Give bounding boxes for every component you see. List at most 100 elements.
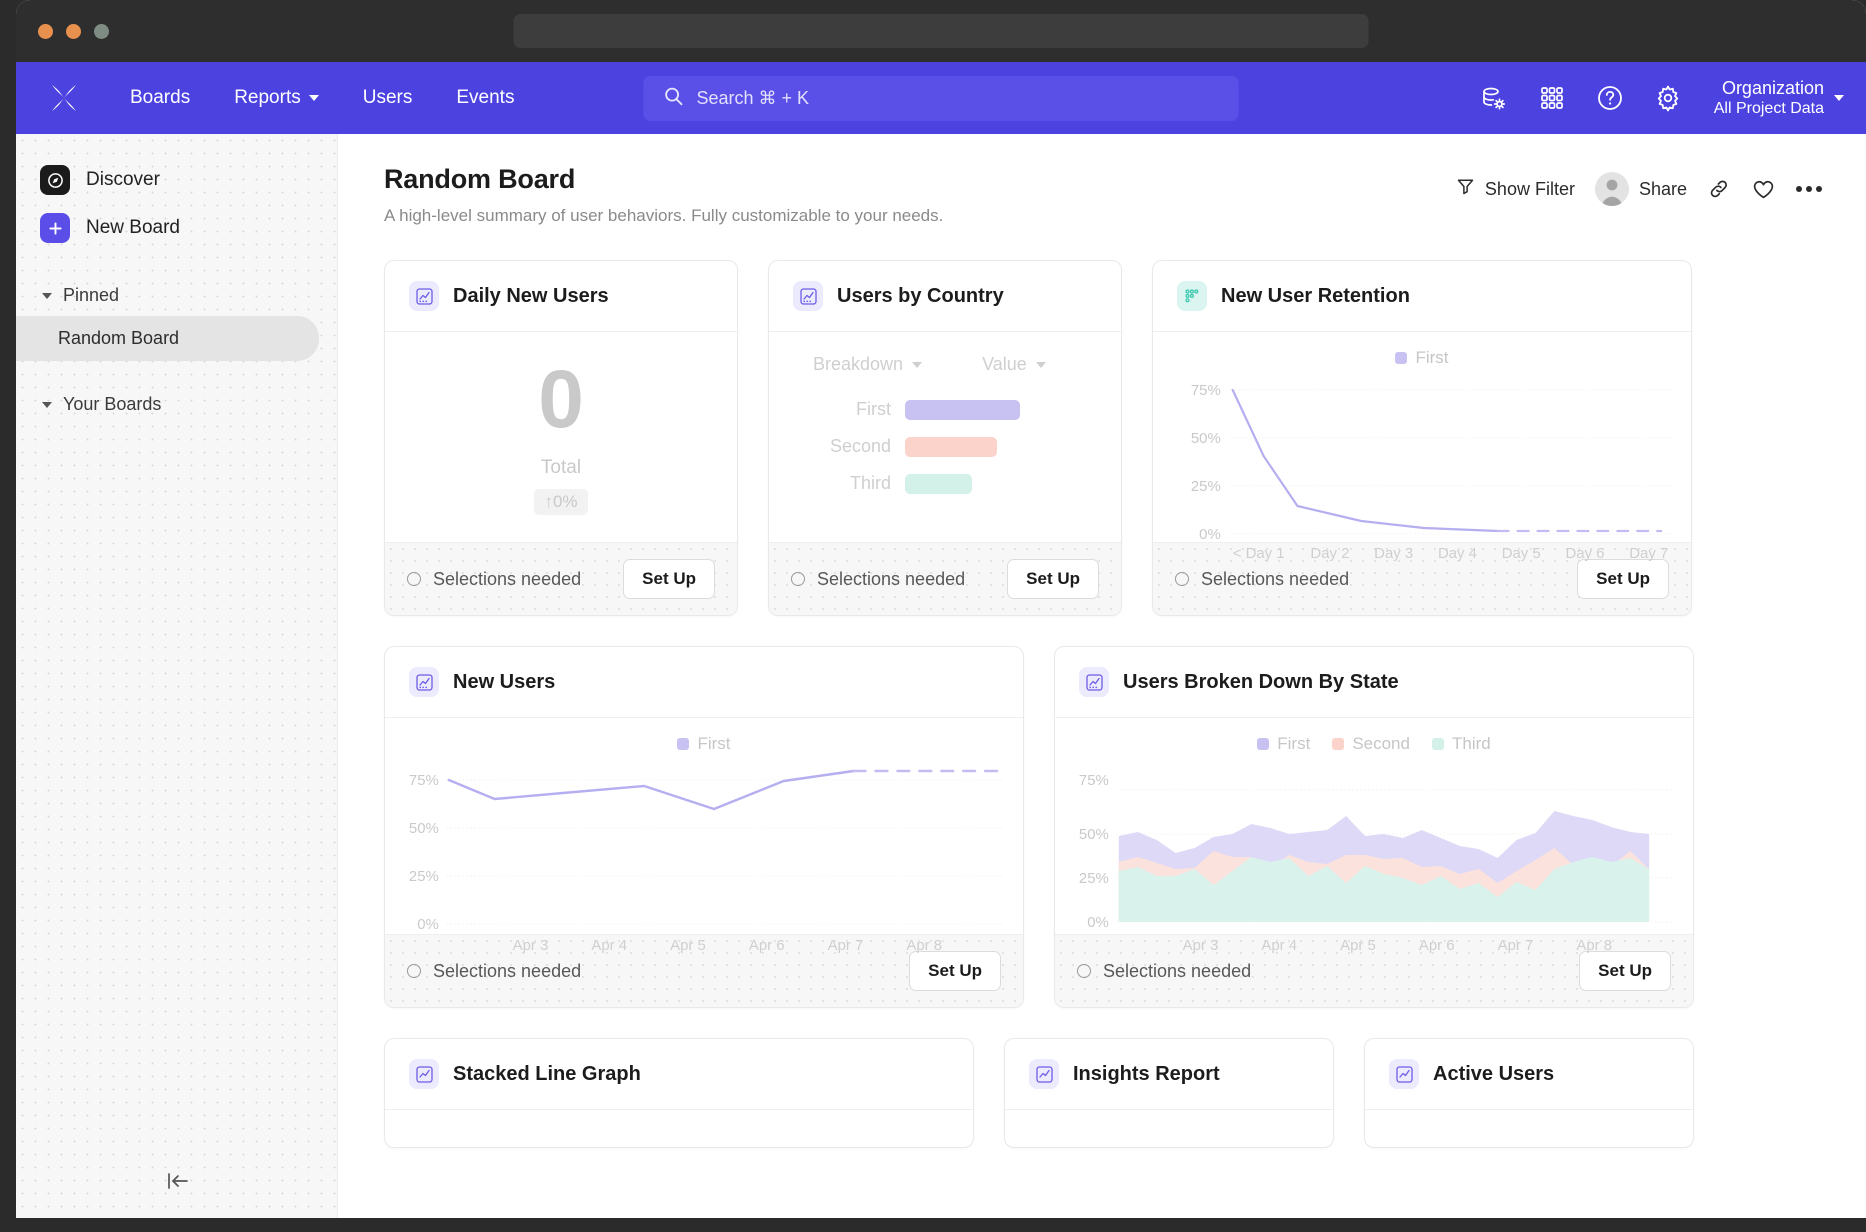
card-users-by-country[interactable]: Users by Country Breakdown Value (768, 260, 1122, 616)
setup-button[interactable]: Set Up (1577, 559, 1669, 599)
organization-switcher[interactable]: Organization All Project Data (1714, 77, 1844, 120)
gear-icon[interactable] (1652, 82, 1684, 114)
database-settings-icon[interactable] (1478, 82, 1510, 114)
share-button[interactable]: Share (1594, 172, 1687, 206)
new-users-chart-svg: 75% 50% 25% 0% Apr 3 Apr 4 Apr 5 (409, 769, 1004, 954)
nav-link-reports[interactable]: Reports (212, 79, 341, 117)
card-new-users[interactable]: New Users First (384, 646, 1024, 1008)
card-header: Users by Country (769, 261, 1121, 332)
svg-text:Apr 3: Apr 3 (513, 937, 549, 954)
card-header: Active Users (1365, 1039, 1693, 1110)
setup-button[interactable]: Set Up (1007, 559, 1099, 599)
card-header: Insights Report (1005, 1039, 1333, 1110)
sidebar-item-random-board[interactable]: Random Board (16, 316, 319, 361)
card-status-label: Selections needed (433, 568, 582, 589)
breakdown-row-bar (905, 473, 972, 494)
copy-link-icon[interactable] (1707, 177, 1731, 201)
state-area-chart-svg: 75% 50% 25% 0% (1079, 772, 1674, 954)
share-label: Share (1638, 178, 1687, 199)
nav-link-users[interactable]: Users (341, 79, 435, 117)
line-chart-icon (1029, 1059, 1059, 1089)
setup-button[interactable]: Set Up (1579, 951, 1671, 991)
svg-text:0%: 0% (417, 916, 439, 933)
close-window-icon[interactable] (38, 23, 53, 39)
retention-chart: 75% 50% 25% 0% < Day 1 Day 2 Day 3 (1153, 368, 1691, 568)
card-title: Users by Country (837, 284, 1004, 307)
zoom-window-icon[interactable] (94, 23, 109, 39)
global-search-input[interactable]: Search ⌘ + K (643, 75, 1239, 121)
traffic-lights (38, 23, 109, 39)
minimize-window-icon[interactable] (66, 23, 81, 39)
card-title: Daily New Users (453, 284, 609, 307)
card-active-users[interactable]: Active Users (1364, 1038, 1694, 1148)
search-icon (664, 86, 684, 111)
value-select[interactable]: Value (982, 354, 1046, 375)
organization-labels: Organization All Project Data (1714, 77, 1824, 120)
breakdown-select-label: Breakdown (813, 354, 904, 374)
more-horizontal-icon[interactable] (1796, 186, 1822, 192)
card-stacked-line-graph[interactable]: Stacked Line Graph (384, 1038, 974, 1148)
collapse-sidebar-icon[interactable] (16, 1152, 337, 1218)
card-status-label: Selections needed (433, 960, 582, 981)
card-status: Selections needed (1077, 961, 1251, 982)
breakdown-select[interactable]: Breakdown (813, 354, 923, 375)
cards-grid: Daily New Users 0 Total ↑0% (384, 260, 1822, 1148)
nav-link-boards-label: Boards (130, 87, 191, 108)
status-ring-icon (407, 964, 421, 978)
card-insights-report[interactable]: Insights Report (1004, 1038, 1334, 1148)
svg-text:50%: 50% (1079, 826, 1109, 843)
apps-grid-icon[interactable] (1536, 82, 1568, 114)
x-logo-icon[interactable] (42, 76, 86, 120)
state-area-chart: 75% 50% 25% 0% (1055, 754, 1693, 964)
series-third-area (1118, 857, 1650, 922)
compass-icon (40, 165, 70, 195)
sidebar-group-pinned[interactable]: Pinned (16, 274, 337, 312)
retention-chart-svg: 75% 50% 25% 0% < Day 1 Day 2 Day 3 (1191, 382, 1672, 562)
browser-window: Boards Reports Users Events Search ⌘ + K (16, 0, 1866, 1218)
card-body: First 75% (1153, 332, 1691, 562)
breakdown-row-label: Second (829, 436, 891, 456)
card-users-broken-down-by-state[interactable]: Users Broken Down By State First (1054, 646, 1694, 1008)
favorite-heart-icon[interactable] (1751, 177, 1776, 202)
sidebar-item-discover[interactable]: Discover (16, 156, 337, 204)
nav-link-events[interactable]: Events (434, 79, 536, 117)
setup-button[interactable]: Set Up (623, 559, 715, 599)
card-body: 0 Total ↑0% (385, 332, 737, 542)
nav-link-boards[interactable]: Boards (108, 79, 212, 117)
svg-text:< Day 1: < Day 1 (1233, 545, 1285, 562)
address-bar[interactable] (513, 14, 1369, 48)
retention-grid-icon (1177, 281, 1207, 311)
line-chart-icon (1079, 667, 1109, 697)
page-title: Random Board (384, 164, 576, 194)
page-header-text: Random Board A high-level summary of use… (384, 164, 943, 226)
metric-block: 0 Total ↑0% (385, 332, 737, 542)
show-filter-button[interactable]: Show Filter (1456, 177, 1575, 201)
help-circle-icon[interactable] (1594, 82, 1626, 114)
value-select-label: Value (982, 354, 1027, 374)
breakdown-controls: Breakdown Value (769, 332, 1121, 375)
card-body: First 75% (385, 718, 1023, 954)
chevron-down-icon (912, 361, 923, 368)
status-ring-icon (791, 572, 805, 586)
breakdown-bars: First Second Third (769, 375, 1121, 494)
setup-button[interactable]: Set Up (909, 951, 1001, 991)
nav-link-reports-label: Reports (234, 87, 301, 108)
svg-text:Apr 5: Apr 5 (1340, 937, 1376, 954)
card-status-label: Selections needed (817, 568, 966, 589)
card-status: Selections needed (407, 961, 581, 982)
sidebar-group-your-boards[interactable]: Your Boards (16, 383, 337, 421)
breakdown-row-label: Third (849, 473, 891, 493)
line-chart-icon (409, 1059, 439, 1089)
sidebar-item-new-board[interactable]: New Board (16, 204, 337, 252)
chevron-down-icon (1834, 95, 1844, 101)
legend-label: First (1415, 348, 1449, 367)
card-new-user-retention[interactable]: New User Retention First (1152, 260, 1692, 616)
card-title: New Users (453, 670, 556, 693)
svg-text:Apr 3: Apr 3 (1183, 937, 1219, 954)
cards-row-1: Daily New Users 0 Total ↑0% (384, 260, 1822, 616)
sidebar-group-pinned-label: Pinned (63, 285, 120, 305)
card-daily-new-users[interactable]: Daily New Users 0 Total ↑0% (384, 260, 738, 616)
line-chart-icon (409, 667, 439, 697)
card-title: Users Broken Down By State (1123, 670, 1399, 693)
